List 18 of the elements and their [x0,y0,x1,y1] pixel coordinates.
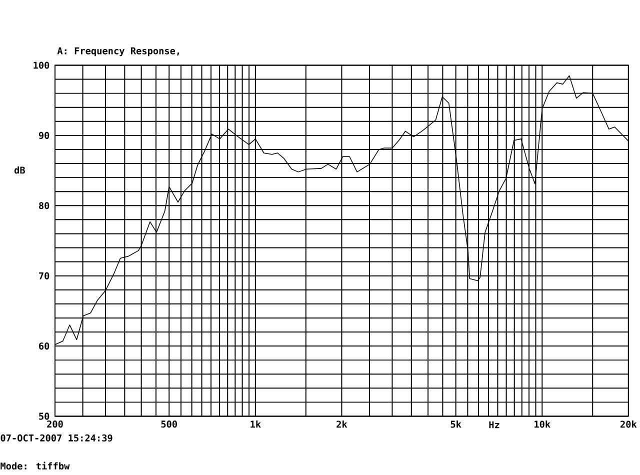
y-axis-title: dB [14,166,25,174]
x-tick-label: 10k [534,420,550,428]
text: 07-OCT-2007 15:24:39 [0,434,112,442]
y-tick-label: 90 [38,132,50,140]
y-tick-label: 100 [34,62,50,70]
x-tick-label: 200 [47,420,63,428]
y-tick-label: 60 [39,342,50,350]
x-tick-label: 500 [161,420,177,428]
x-tick-label: 2k [336,420,348,428]
y-tick-label: 80 [39,202,50,210]
x-axis-title: Hz [489,422,500,428]
x-tick-label: 20k [620,420,637,428]
y-tick-label: 70 [39,272,50,280]
x-tick-label: 1k [250,420,261,428]
y-tick-label: 50 [39,412,50,420]
text: Mode: tiffbw [0,462,70,470]
chart-title: A: Frequency Response, [57,48,179,56]
x-tick-label: 5k [450,420,462,428]
